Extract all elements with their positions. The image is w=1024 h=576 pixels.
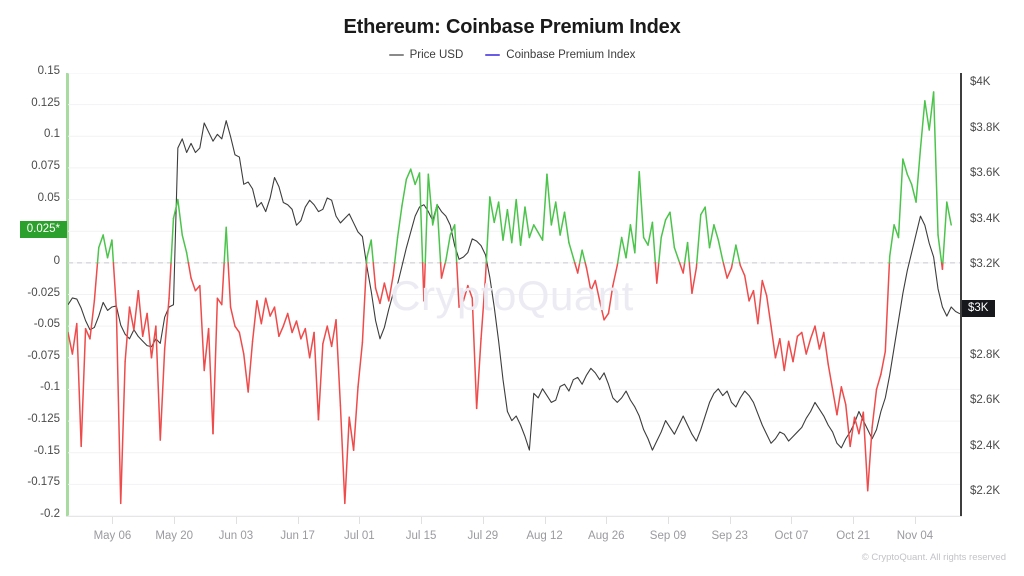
x-tick-label: Jul 29 xyxy=(467,530,499,542)
right-axis-spine xyxy=(960,73,962,516)
plot-area[interactable] xyxy=(68,73,960,516)
x-tick-mark xyxy=(544,517,546,524)
right-tick-label: $3.8K xyxy=(970,121,1001,134)
x-tick-label: Jun 03 xyxy=(218,530,254,542)
chart-canvas xyxy=(68,73,960,516)
left-tick-label: -0.05 xyxy=(33,318,60,331)
x-tick-mark xyxy=(914,517,916,524)
right-tick-label: $2.4K xyxy=(970,439,1001,452)
right-tick-label: $2.6K xyxy=(970,394,1001,407)
x-tick-mark xyxy=(174,517,176,524)
coinbase-premium-index-line xyxy=(68,91,952,505)
x-tick-mark xyxy=(729,517,731,524)
left-tick-label: 0.125 xyxy=(31,96,60,109)
left-tick-label: 0.05 xyxy=(37,191,60,204)
left-tick-label: -0.175 xyxy=(27,476,60,489)
left-tick-label: 0.15 xyxy=(37,65,60,77)
x-tick-label: Jul 15 xyxy=(405,530,437,542)
right-tick-label: $3.4K xyxy=(970,212,1001,225)
x-tick-mark xyxy=(606,517,608,524)
left-value-badge: 0.025* xyxy=(19,221,67,239)
left-tick-label: -0.1 xyxy=(40,381,60,394)
x-tick-mark xyxy=(359,517,361,524)
left-tick-label: 0.075 xyxy=(31,159,60,172)
copyright-footer: © CryptoQuant. All rights reserved xyxy=(861,552,1006,563)
x-tick-mark xyxy=(421,517,423,524)
right-value-badge: $3K xyxy=(962,300,996,318)
x-tick-label: Aug 26 xyxy=(588,530,625,542)
left-tick-label: -0.075 xyxy=(27,349,60,362)
left-tick-label: 0 xyxy=(53,254,60,267)
x-tick-mark xyxy=(112,517,114,524)
x-tick-label: Sep 09 xyxy=(649,530,687,542)
x-tick-label: Sep 23 xyxy=(711,530,748,542)
x-tick-label: May 20 xyxy=(155,530,194,542)
legend-swatch-coinbase-premium-index xyxy=(485,54,501,56)
right-tick-label: $4K xyxy=(970,76,991,89)
left-tick-label: -0.125 xyxy=(27,413,60,426)
left-tick-label: -0.2 xyxy=(40,508,60,520)
x-tick-label: Nov 04 xyxy=(896,530,934,542)
x-tick-mark xyxy=(297,517,299,524)
legend-label-coinbase-premium-index: Coinbase Premium Index xyxy=(506,49,636,61)
legend-swatch-price-usd xyxy=(388,54,404,56)
x-tick-mark xyxy=(853,517,855,524)
x-tick-mark xyxy=(235,517,237,524)
right-tick-label: $2.8K xyxy=(970,348,1001,361)
left-tick-label: -0.15 xyxy=(33,444,60,457)
x-tick-label: Oct 07 xyxy=(774,530,809,542)
right-tick-label: $3.6K xyxy=(970,167,1001,180)
x-tick-label: May 06 xyxy=(93,530,132,542)
left-tick-label: -0.025 xyxy=(27,286,60,299)
x-tick-label: Jul 01 xyxy=(344,530,375,542)
page-title: Ethereum: Coinbase Premium Index xyxy=(343,16,681,38)
chart-legend: Price USD Coinbase Premium Index xyxy=(0,49,1024,61)
legend-item-coinbase-premium-index[interactable]: Coinbase Premium Index xyxy=(485,49,635,61)
x-tick-label: Jun 17 xyxy=(280,530,315,542)
bottom-axis-line xyxy=(66,516,962,517)
x-tick-label: Aug 12 xyxy=(526,530,563,542)
right-tick-label: $2.2K xyxy=(970,485,1001,498)
left-axis-spine xyxy=(66,73,69,516)
x-tick-mark xyxy=(668,517,670,524)
x-tick-mark xyxy=(482,517,484,524)
price-usd-line xyxy=(68,120,960,451)
legend-item-price-usd[interactable]: Price USD xyxy=(388,49,464,61)
left-tick-label: 0.1 xyxy=(44,128,60,141)
x-tick-label: Oct 21 xyxy=(836,530,871,542)
x-tick-mark xyxy=(791,517,793,524)
legend-label-price-usd: Price USD xyxy=(409,49,464,61)
right-tick-label: $3.2K xyxy=(970,258,1001,271)
